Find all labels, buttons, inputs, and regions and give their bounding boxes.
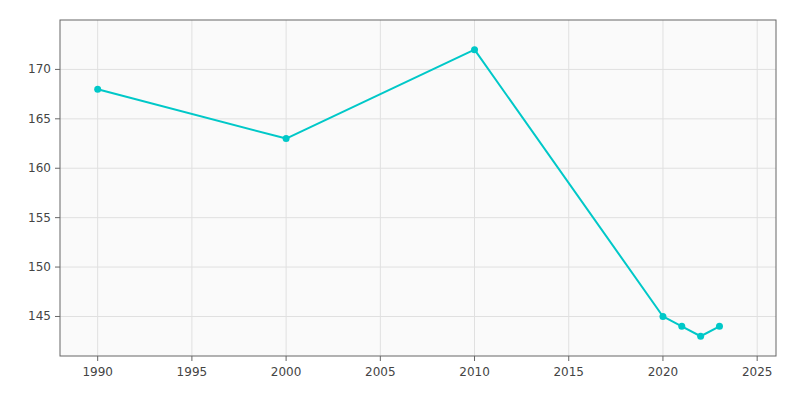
data-point: [716, 323, 723, 330]
x-grid-line: [97, 20, 98, 356]
y-grid-line: [60, 316, 776, 317]
y-grid-line: [60, 168, 776, 169]
y-tick-label: 155: [28, 211, 51, 225]
data-point: [283, 135, 290, 142]
y-grid-line: [60, 217, 776, 218]
y-tick-label: 170: [28, 62, 51, 76]
x-tick: [191, 356, 192, 361]
data-point: [471, 46, 478, 53]
data-point: [659, 313, 666, 320]
y-grid-line: [60, 69, 776, 70]
x-tick: [662, 356, 663, 361]
grid: [60, 20, 776, 356]
y-grid-line: [60, 267, 776, 268]
x-tick: [380, 356, 381, 361]
x-tick: [757, 356, 758, 361]
x-tick-label: 2020: [648, 365, 679, 379]
x-tick: [286, 356, 287, 361]
y-tick-label: 145: [28, 309, 51, 323]
plot-frame: [60, 20, 776, 356]
x-tick-label: 1995: [177, 365, 208, 379]
y-grid-line: [60, 118, 776, 119]
data-point: [94, 86, 101, 93]
data-line: [98, 50, 720, 337]
x-grid-line: [286, 20, 287, 356]
x-grid-line: [568, 20, 569, 356]
x-grid-line: [474, 20, 475, 356]
data-group: [94, 46, 723, 340]
x-grid-line: [191, 20, 192, 356]
x-tick-label: 1990: [82, 365, 113, 379]
x-grid-line: [757, 20, 758, 356]
y-tick: [55, 118, 60, 119]
x-grid-line: [662, 20, 663, 356]
axes: 1990 1995 2000 2005 2010 2015 2020 2025 145 150 15…: [28, 20, 776, 379]
chart-svg: 1990 1995 2000 2005 2010 2015 2020 2025 145 150 15…: [0, 0, 800, 400]
x-tick-label: 2000: [271, 365, 302, 379]
x-tick: [97, 356, 98, 361]
y-tick: [55, 267, 60, 268]
plot-background: [60, 20, 776, 356]
y-tick: [55, 168, 60, 169]
y-tick-label: 150: [28, 260, 51, 274]
y-tick: [55, 69, 60, 70]
x-tick-label: 2025: [742, 365, 773, 379]
x-tick: [568, 356, 569, 361]
data-point: [678, 323, 685, 330]
chart-container: 1990 1995 2000 2005 2010 2015 2020 2025 145 150 15…: [0, 0, 800, 400]
x-tick: [474, 356, 475, 361]
x-tick-label: 2010: [459, 365, 490, 379]
y-tick: [55, 217, 60, 218]
x-grid-line: [380, 20, 381, 356]
y-tick-label: 165: [28, 112, 51, 126]
data-point: [697, 333, 704, 340]
x-tick-label: 2015: [553, 365, 584, 379]
y-tick-label: 160: [28, 161, 51, 175]
x-tick-label: 2005: [365, 365, 396, 379]
y-tick: [55, 316, 60, 317]
